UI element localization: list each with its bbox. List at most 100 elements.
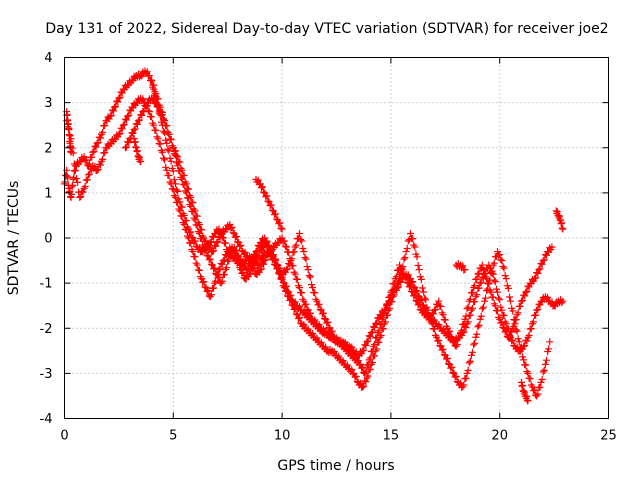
data-point [216,265,224,273]
data-point [483,275,491,283]
data-point [273,215,281,223]
data-point [324,318,332,326]
data-point [371,340,379,348]
data-point [252,248,260,256]
data-point [463,305,471,313]
data-point [287,296,295,304]
data-point [539,257,547,265]
data-point [165,130,173,138]
data-point [231,233,239,241]
data-point [487,269,495,277]
data-point [488,267,496,275]
data-point [538,375,546,383]
data-point [245,270,253,278]
data-point [237,255,245,263]
data-point [538,260,546,268]
data-point [257,265,265,273]
data-point [478,261,486,269]
data-point [559,225,567,233]
data-point [390,279,398,287]
data-point [514,335,522,343]
data-point [119,121,127,129]
data-point [261,257,269,265]
data-point [275,220,283,228]
data-point [137,157,145,165]
data-point [516,302,524,310]
data-point [354,357,362,365]
data-point [158,108,166,116]
data-point [314,301,322,309]
grid [64,57,609,419]
data-point [121,144,129,152]
data-point [116,93,124,101]
data-point [156,140,164,148]
data-point [254,176,262,184]
data-point [474,323,482,331]
data-point [133,120,141,128]
data-point [185,234,193,242]
series-segment-3 [252,175,286,233]
data-point [501,328,509,336]
data-point [469,348,476,356]
series-track-d [148,76,351,351]
data-point [273,260,281,268]
data-point [232,233,240,240]
data-point [191,207,199,215]
data-point [91,163,99,171]
data-point [262,256,270,264]
data-point [311,289,319,297]
data-point [498,257,506,265]
data-point [519,296,527,304]
data-point [160,127,168,135]
data-point [362,342,370,350]
data-point [307,281,315,289]
data-point [270,256,278,264]
data-point [455,334,463,342]
data-point [92,143,100,151]
data-point [84,171,92,179]
data-point [254,252,262,260]
data-point [487,288,495,296]
data-point [118,125,126,133]
data-point [478,305,486,313]
data-point [281,287,289,295]
data-point [439,311,447,319]
data-point [145,108,153,116]
data-point [375,338,383,346]
data-point [276,219,284,227]
data-point [227,251,235,259]
data-point [165,147,173,155]
data-point [173,152,181,160]
data-point [297,236,305,243]
data-point [262,193,270,201]
data-point [112,102,120,110]
data-point [306,273,314,281]
data-point [82,156,90,164]
data-point [245,255,253,263]
data-point [279,238,287,246]
data-point [140,107,148,115]
data-point [187,193,195,201]
data-point [414,261,422,269]
data-point [264,197,272,205]
data-point [527,325,535,333]
data-point [474,270,482,278]
data-point [281,242,289,250]
data-point [291,305,299,313]
data-point [163,122,171,130]
data-point [502,275,510,283]
data-point [276,264,284,272]
data-point [414,301,422,309]
data-point [65,131,73,139]
data-point [125,111,133,119]
data-point [413,287,421,295]
x-tick-label: 10 [274,429,291,444]
data-point [445,360,453,368]
data-point [69,181,77,189]
data-point [131,125,139,133]
data-point [532,274,540,282]
data-point [210,284,218,292]
data-point [548,243,556,251]
data-point [366,333,374,341]
data-point [508,328,516,336]
